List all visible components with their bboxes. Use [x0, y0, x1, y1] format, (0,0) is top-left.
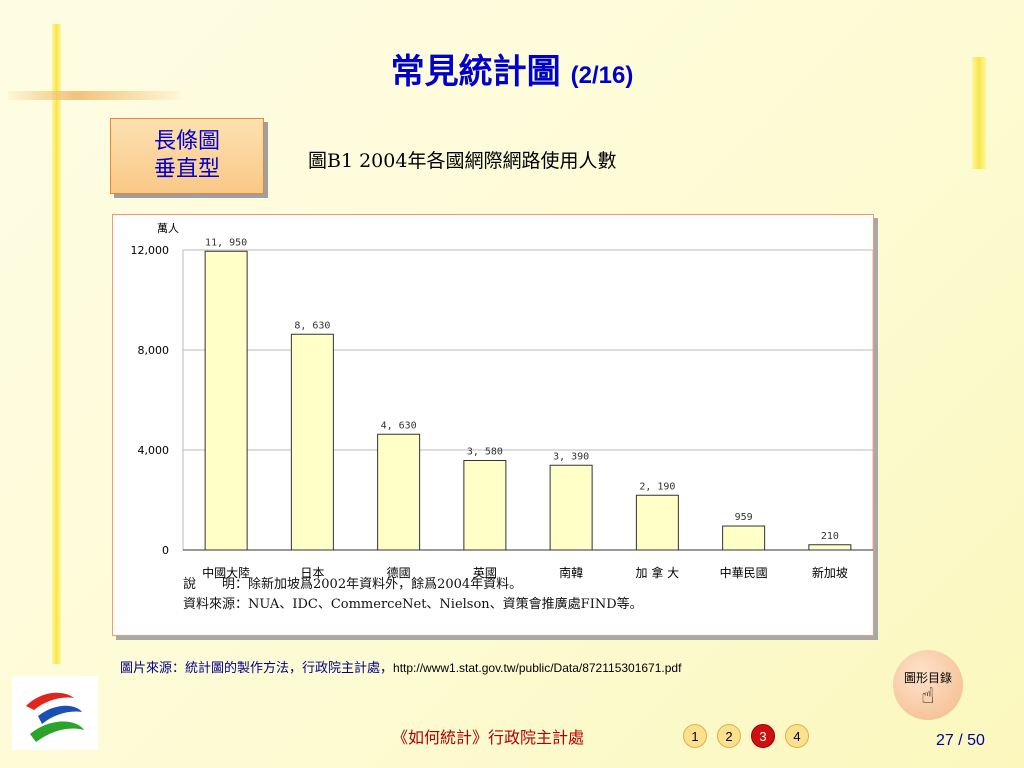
pager-item-1[interactable]: 1 — [683, 724, 707, 748]
plot-area — [182, 249, 873, 551]
bar-value-label: 8, 630 — [294, 320, 330, 331]
chart-caption: 圖B1 2004年各國網際網路使用人數 — [308, 150, 617, 172]
x-tick-label: 英國 — [473, 566, 497, 580]
x-tick-label: 加 拿 大 — [636, 565, 680, 580]
bar — [290, 333, 334, 551]
bar-value-label: 11, 950 — [205, 237, 247, 248]
x-tick-label: 中國大陸 — [202, 565, 250, 580]
chart-frame: 萬人 0 4,000 8,000 12,000 11, 950 中國大陸 8, 630 日本 4,… — [112, 214, 874, 636]
logo-mark — [26, 692, 84, 742]
chart-type-line1: 長條圖 — [153, 129, 220, 154]
bar — [635, 494, 679, 551]
image-source-text: 圖片來源：統計圖的製作方法，行政院主計處， — [120, 661, 394, 676]
bar-value-label: 4, 630 — [381, 420, 417, 431]
bar-chart: 萬人 0 4,000 8,000 12,000 11, 950 中國大陸 8, 630 日本 4,… — [131, 222, 873, 580]
bar-value-label: 210 — [821, 531, 839, 542]
bar — [722, 525, 766, 551]
bar-value-label: 3, 580 — [467, 447, 503, 458]
image-source: 圖片來源：統計圖的製作方法，行政院主計處，http://www1.stat.go… — [120, 657, 681, 676]
y-axis-unit-label: 萬人 — [157, 222, 179, 235]
y-tick-label: 8,000 — [138, 344, 170, 357]
bar — [463, 460, 507, 551]
x-tick-label: 中華民國 — [720, 565, 768, 580]
bar — [204, 250, 248, 551]
y-tick-label: 12,000 — [131, 244, 170, 257]
chart-notes: 說 明：除新加坡爲2002年資料外，餘爲2004年資料。 資料來源：NUA、ID… — [183, 575, 643, 615]
chart-type-line2: 垂直型 — [153, 157, 220, 182]
bar — [808, 544, 852, 551]
bar-value-label: 3, 390 — [553, 451, 589, 462]
x-tick-label: 德國 — [387, 565, 411, 580]
chart-note-source: 資料來源：NUA、IDC、CommerceNet、Nielson、資策會推廣處F… — [183, 597, 643, 612]
toc-button[interactable]: 圖形目錄 ☝ — [893, 650, 963, 720]
toc-button-label: 圖形目錄 — [903, 671, 952, 685]
pager-item-4[interactable]: 4 — [785, 724, 809, 748]
pager-item-3[interactable]: 3 — [751, 724, 775, 748]
bar-value-label: 959 — [735, 512, 753, 523]
x-tick-label: 新加坡 — [812, 565, 848, 580]
chart-type-label: 長條圖 垂直型 — [110, 118, 264, 194]
slide-title-main: 常見統計圖 — [390, 52, 561, 92]
pager-item-2[interactable]: 2 — [717, 724, 741, 748]
logo — [12, 676, 98, 750]
bar — [377, 433, 421, 551]
bar — [549, 464, 593, 551]
slide-title-sub: (2/16) — [570, 62, 634, 89]
decor-horizontal-bar — [8, 91, 180, 100]
page-number: 27 / 50 — [936, 732, 985, 749]
slide-title: 常見統計圖 (2/16) — [0, 44, 1024, 93]
decor-vertical-bar — [52, 24, 61, 664]
image-source-url[interactable]: http://www1.stat.gov.tw/public/Data/8721… — [393, 661, 682, 675]
hand-pointer-icon: ☝ — [921, 684, 935, 709]
x-tick-label: 日本 — [300, 566, 324, 580]
y-tick-label: 4,000 — [138, 444, 170, 457]
decor-right-bar — [972, 57, 986, 169]
bar-value-label: 2, 190 — [639, 481, 675, 492]
x-tick-label: 南韓 — [559, 565, 583, 580]
y-tick-label: 0 — [162, 544, 169, 557]
chart-note-explanation: 說 明：除新加坡爲2002年資料外，餘爲2004年資料。 — [183, 577, 523, 592]
footer-title: 《如何統計》行政院主計處 — [392, 728, 585, 747]
